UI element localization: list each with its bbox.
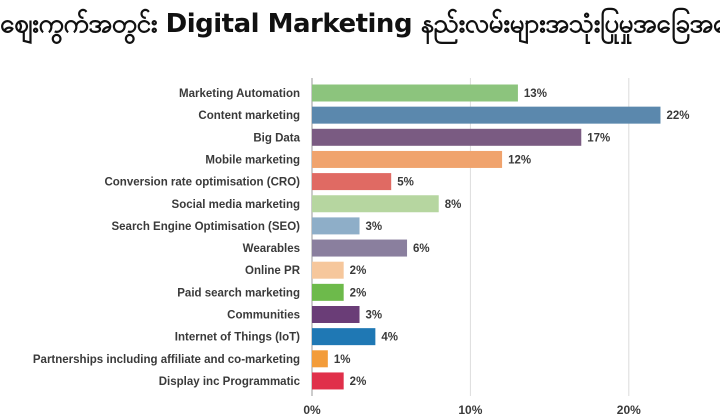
bar [312, 328, 376, 346]
category-label: Paid search marketing [177, 287, 300, 299]
x-tick-label: 20% [617, 403, 641, 417]
category-label: Internet of Things (IoT) [175, 332, 300, 344]
value-label: 2% [350, 265, 367, 277]
value-labels: 13% 22% 17% 12% 5% 8% 3% 6% 2% 2% 3% 4% 1% 2% [334, 88, 690, 388]
bar [312, 350, 328, 368]
category-label: Communities [227, 310, 300, 322]
bar [312, 372, 344, 390]
category-label: Content marketing [198, 110, 300, 122]
value-label: 4% [381, 332, 398, 344]
category-labels: Marketing Automation Content marketing Big… [33, 88, 301, 388]
bars [312, 84, 661, 390]
category-label: Display inc Programmatic [159, 376, 301, 388]
value-label: 1% [334, 354, 351, 366]
category-label: Conversion rate optimisation (CRO) [104, 177, 300, 189]
category-label: Social media marketing [172, 199, 300, 211]
x-tick-label: 0% [303, 403, 321, 417]
value-label: 3% [366, 221, 383, 233]
bar [312, 283, 344, 301]
x-tick-label: 10% [458, 403, 482, 417]
bar [312, 239, 408, 257]
chart-title: ဈေးကွက်အတွင်း Digital Marketing နည်းလမ်း… [0, 9, 720, 39]
category-label: Mobile marketing [205, 154, 300, 166]
grid-lines [311, 78, 630, 396]
value-label: 5% [397, 177, 414, 189]
bar [312, 128, 582, 146]
bar [312, 150, 503, 168]
bar [312, 217, 360, 235]
value-label: 3% [366, 310, 383, 322]
value-label: 2% [350, 376, 367, 388]
category-label: Online PR [245, 265, 301, 277]
category-label: Marketing Automation [179, 88, 300, 100]
bar [312, 306, 360, 323]
bar [312, 84, 518, 102]
bar [312, 195, 439, 213]
category-label: Wearables [243, 243, 300, 255]
bar [312, 261, 344, 279]
value-label: 8% [445, 199, 462, 211]
value-label: 2% [350, 287, 367, 299]
category-label: Partnerships including affiliate and co-… [33, 354, 300, 366]
value-label: 22% [666, 110, 689, 122]
x-axis-ticks: 0% 10% 20% [303, 403, 641, 417]
bar [312, 173, 392, 191]
value-label: 17% [587, 132, 610, 144]
category-label: Search Engine Optimisation (SEO) [111, 221, 300, 233]
value-label: 12% [508, 154, 531, 166]
value-label: 6% [413, 243, 430, 255]
bar [312, 106, 661, 124]
value-label: 13% [524, 88, 547, 100]
category-label: Big Data [253, 132, 300, 144]
